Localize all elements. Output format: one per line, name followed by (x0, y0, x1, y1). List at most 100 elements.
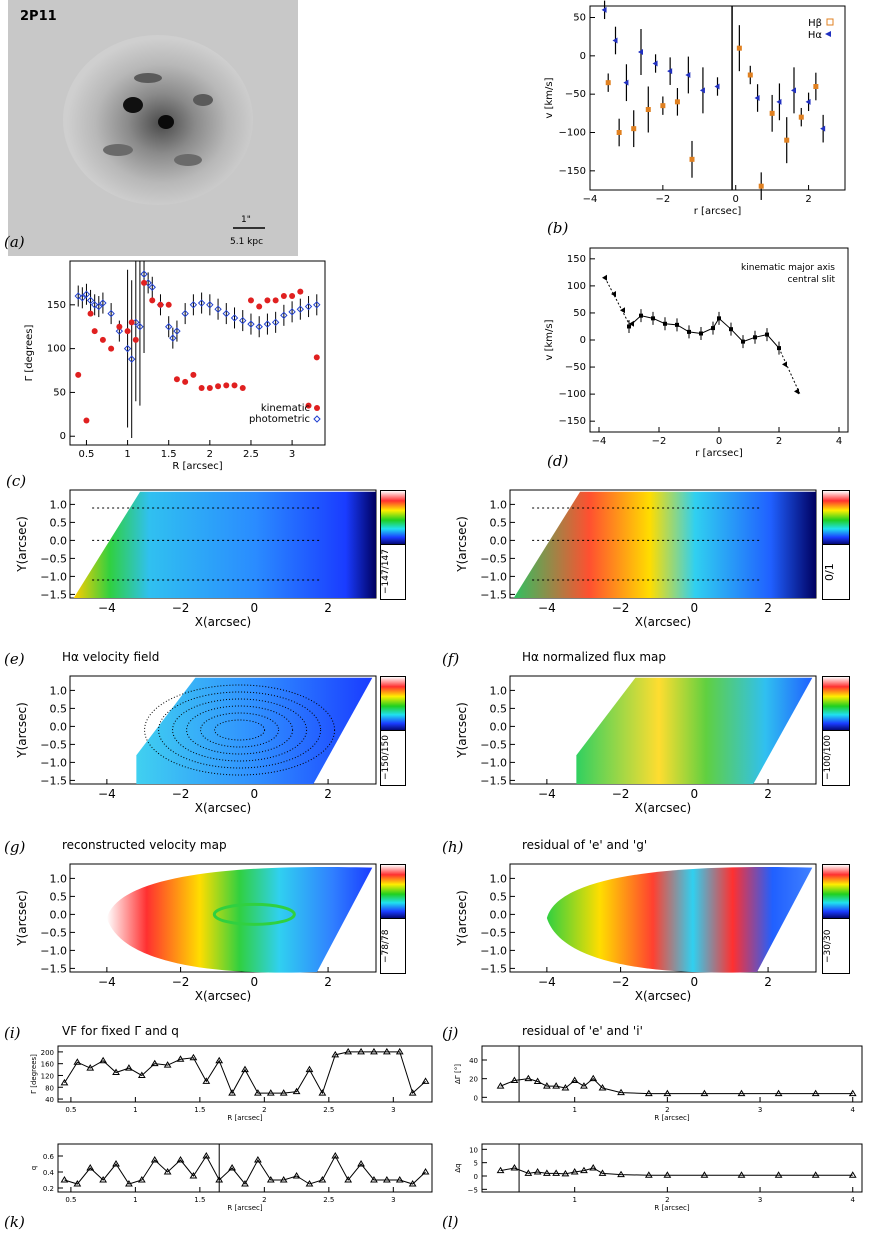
colorbar-e (380, 676, 406, 732)
data-point (163, 1168, 172, 1175)
legend-label: kinematic major axis (741, 263, 835, 273)
y-tick-label: −1.5 (40, 774, 67, 787)
x-tick-label: 4 (850, 1196, 855, 1204)
x-tick-label: 0.5 (65, 1106, 76, 1114)
data-point-photometric (271, 318, 280, 327)
y-tick-label: 0.5 (490, 890, 508, 903)
x-axis-label: R [arcsec] (172, 461, 222, 472)
data-point (254, 1089, 262, 1096)
x-tick-label: 2 (764, 601, 772, 615)
data-point-halpha (685, 72, 691, 78)
contour (158, 691, 322, 769)
data-point (589, 1164, 598, 1171)
x-tick-label: −4 (98, 787, 116, 801)
data-point-kinematic (247, 297, 254, 304)
data-point (163, 1061, 172, 1068)
data-point (125, 1180, 133, 1187)
y-axis-label: Y(arcsec) (15, 516, 29, 573)
y-axis-label: v [km/s] (544, 319, 555, 360)
map-fill (576, 677, 813, 784)
legend-label: photometric (249, 414, 310, 425)
map-e-top: −4 −2 0 2 −1.5 −1.0 −0.5 0.0 0.5 1.0 X(arcsec) Y(ar… (15, 489, 377, 629)
x-tick-label: 1.5 (194, 1196, 205, 1204)
data-point-halpha (612, 37, 618, 44)
data-point (524, 1074, 533, 1082)
y-tick-label: −150 (559, 416, 586, 427)
colorbar-h-label: −30/30 (822, 918, 850, 974)
y-tick-label: 0.0 (490, 534, 508, 547)
data-point-photometric (222, 309, 230, 318)
data-point (137, 1071, 146, 1078)
data-point (357, 1160, 365, 1167)
data-point (848, 1171, 857, 1178)
x-tick-label: −2 (172, 787, 190, 801)
x-tick-label: 2 (262, 1106, 266, 1114)
data-point-hbeta (645, 107, 651, 112)
colorbar-f (822, 676, 850, 732)
data-point-hbeta (674, 99, 680, 105)
data-point (150, 1059, 159, 1067)
x-tick-label: 2 (665, 1106, 669, 1114)
x-tick-label: −2 (652, 436, 667, 447)
x-tick-label: −2 (655, 194, 670, 205)
data-point-photometric (82, 290, 91, 299)
data-point-kinematic (157, 301, 164, 308)
x-tick-label: 0 (716, 436, 722, 447)
chart-d-rotation-curve: −4 −2 0 2 4 −150 −100 −50 0 50 100 150 r [arcsec] v [… (544, 247, 849, 459)
data-point-photometric (127, 355, 136, 363)
data-point (60, 1078, 69, 1086)
scale-bar-bottom: 5.1 kpc (230, 237, 263, 247)
x-tick-label: 0 (251, 975, 259, 989)
data-point (644, 1089, 653, 1097)
data-point (305, 1180, 314, 1187)
y-tick-label: −150 (559, 166, 586, 177)
x-tick-label: −4 (592, 436, 607, 447)
data-point (570, 1076, 579, 1084)
y-axis-label: ΔΓ [°] (454, 1064, 462, 1084)
contour (172, 698, 308, 762)
data-point-major-axis (687, 329, 691, 334)
x-axis-label: R [arcsec] (227, 1204, 262, 1212)
y-tick-label: 0.5 (50, 702, 68, 715)
plot-frame (481, 1143, 863, 1193)
data-point-major-axis (651, 316, 655, 321)
x-tick-label: −4 (583, 194, 598, 205)
panel-label-h: (h) (442, 838, 464, 856)
data-point (552, 1082, 561, 1089)
colorbar-f-label: −100/100 (822, 730, 850, 786)
data-point-kinematic (124, 328, 131, 335)
data-point (112, 1068, 120, 1076)
y-tick-label: −1.5 (40, 588, 67, 601)
data-point (811, 1089, 820, 1097)
data-point (510, 1164, 519, 1171)
y-tick-label: −1.0 (40, 756, 67, 769)
data-point (533, 1077, 542, 1084)
data-point-photometric (288, 308, 296, 316)
plot-frame (481, 1045, 863, 1103)
data-point-kinematic (165, 301, 172, 308)
data-point (382, 1047, 391, 1055)
x-tick-label: 1 (572, 1196, 576, 1204)
data-point-photometric (181, 309, 189, 318)
data-point-photometric (169, 334, 177, 342)
y-tick-label: 0 (580, 335, 586, 346)
data-point-kinematic (297, 288, 304, 295)
data-point (382, 1176, 391, 1183)
x-tick-label: 0 (251, 601, 259, 615)
map-fill (546, 866, 813, 973)
data-point-kinematic (280, 293, 287, 300)
data-point-hbeta (689, 156, 695, 162)
y-tick-label: −50 (565, 362, 586, 373)
x-tick-label: 3 (391, 1106, 395, 1114)
y-tick-label: 100 (47, 344, 66, 355)
title-g: reconstructed velocity map (62, 838, 227, 852)
x-tick-label: 0.5 (65, 1196, 76, 1204)
y-tick-label: 0.5 (490, 702, 508, 715)
y-tick-label: 0.5 (50, 516, 68, 529)
data-point-photometric (263, 320, 272, 328)
data-point (241, 1180, 249, 1187)
x-tick-label: −2 (172, 601, 190, 615)
y-tick-label: 1.0 (490, 498, 508, 511)
y-tick-label: 0.4 (43, 1169, 55, 1177)
x-tick-label: 1 (133, 1106, 137, 1114)
